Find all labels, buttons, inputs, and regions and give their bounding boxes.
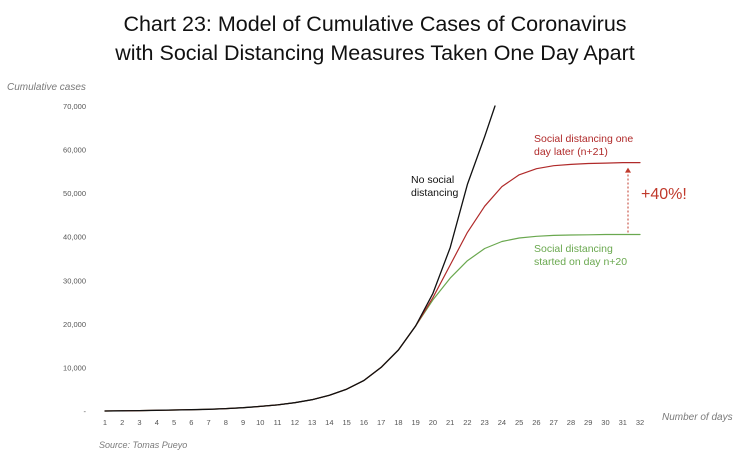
label-day-later: Social distancing one day later (n+21) — [534, 133, 633, 158]
x-tick-label: 24 — [498, 418, 506, 427]
x-tick-label: 1 — [103, 418, 107, 427]
x-tick-label: 2 — [120, 418, 124, 427]
x-tick-label: 17 — [377, 418, 385, 427]
x-tick-label: 10 — [256, 418, 264, 427]
x-tick-label: 7 — [206, 418, 210, 427]
y-tick-label: 20,000 — [63, 320, 86, 329]
y-tick-label: - — [84, 407, 87, 416]
x-tick-label: 15 — [342, 418, 350, 427]
annotation-arrow-head — [625, 167, 631, 173]
x-tick-label: 26 — [532, 418, 540, 427]
y-tick-label: 50,000 — [63, 189, 86, 198]
x-tick-label: 30 — [601, 418, 609, 427]
x-tick-label: 27 — [550, 418, 558, 427]
x-tick-label: 18 — [394, 418, 402, 427]
x-tick-label: 14 — [325, 418, 333, 427]
chart-title-line-2: with Social Distancing Measures Taken On… — [115, 41, 635, 65]
x-tick-label: 22 — [463, 418, 471, 427]
x-tick-label: 21 — [446, 418, 454, 427]
x-tick-label: 9 — [241, 418, 245, 427]
y-tick-label: 70,000 — [63, 102, 86, 111]
x-tick-label: 25 — [515, 418, 523, 427]
x-tick-label: 8 — [224, 418, 228, 427]
x-tick-label: 32 — [636, 418, 644, 427]
x-tick-label: 28 — [567, 418, 575, 427]
series-labels: No social distancing Social distancing one… — [411, 133, 633, 268]
annotations: +40%! — [625, 167, 687, 233]
x-tick-label: 3 — [137, 418, 141, 427]
series-lines — [104, 105, 641, 412]
annotation-text: +40%! — [641, 186, 687, 203]
x-tick-label: 16 — [360, 418, 368, 427]
chart-title-line-1: Chart 23: Model of Cumulative Cases of C… — [123, 12, 627, 36]
x-tick-label: 5 — [172, 418, 176, 427]
x-axis-label: Number of days — [662, 412, 733, 423]
y-axis-label: Cumulative cases — [7, 82, 86, 93]
x-tick-label: 6 — [189, 418, 193, 427]
y-tick-label: 40,000 — [63, 233, 86, 242]
x-tick-label: 23 — [481, 418, 489, 427]
label-day-n20: Social distancing started on day n+20 — [534, 243, 627, 268]
series-line-no-distancing — [104, 105, 496, 412]
x-tick-label: 13 — [308, 418, 316, 427]
x-tick-label: 4 — [155, 418, 159, 427]
y-tick-label: 10,000 — [63, 363, 86, 372]
x-tick-label: 11 — [274, 418, 282, 427]
chart-title: Chart 23: Model of Cumulative Cases of C… — [0, 10, 750, 68]
x-tick-label: 19 — [411, 418, 419, 427]
source-note: Source: Tomas Pueyo — [99, 440, 187, 450]
x-tick-label: 29 — [584, 418, 592, 427]
x-tick-label: 20 — [429, 418, 437, 427]
y-tick-labels: - 10,000 20,000 30,000 40,000 50,000 60,000 70,… — [63, 102, 86, 416]
x-tick-labels: 1 2 3 4 5 6 7 8 9 10 11 12 13 14 15 16 17 18 19 20 21 22 23 24 2… — [103, 418, 644, 427]
y-tick-label: 30,000 — [63, 276, 86, 285]
label-no-distancing: No social distancing — [411, 174, 458, 199]
x-tick-label: 12 — [291, 418, 299, 427]
y-tick-label: 60,000 — [63, 146, 86, 155]
x-tick-label: 31 — [619, 418, 627, 427]
